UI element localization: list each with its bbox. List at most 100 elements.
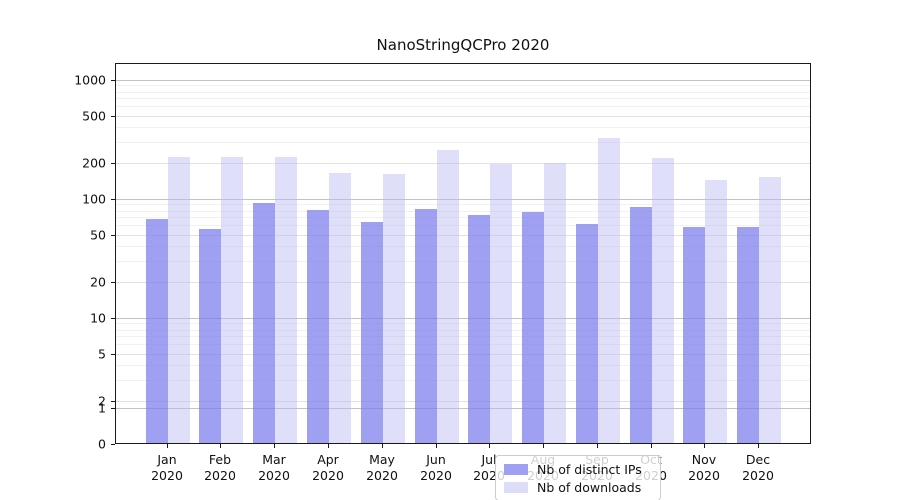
x-tick-mark (489, 444, 490, 448)
y-tick-label-500: 500 (82, 108, 106, 124)
x-tick-mark (328, 444, 329, 448)
bar-downloads-feb (221, 157, 243, 443)
chart-title: NanoStringQCPro 2020 (376, 36, 550, 54)
minor-gridline (116, 225, 810, 226)
y-tick-label-100: 100 (82, 191, 106, 207)
bar-distinct-ips-mar (253, 203, 275, 443)
minor-gridline (116, 246, 810, 247)
minor-gridline (116, 211, 810, 212)
x-tick-mark (651, 444, 652, 448)
minor-gridline (116, 261, 810, 262)
y-tick-label-1000: 1000 (74, 72, 106, 88)
minor-gridline (116, 336, 810, 337)
major-gridline (116, 163, 810, 164)
x-tick-label-may: May 2020 (366, 452, 398, 483)
y-tick-label-10: 10 (90, 310, 106, 326)
minor-gridline (116, 330, 810, 331)
legend-item-distinct-ips: Nb of distinct IPs (504, 461, 652, 478)
major-gridline (116, 199, 810, 200)
minor-gridline (116, 98, 810, 99)
bar-downloads-jul (490, 164, 512, 443)
bar-distinct-ips-may (361, 222, 383, 443)
minor-gridline (116, 217, 810, 218)
bar-distinct-ips-jan (146, 219, 168, 443)
minor-gridline (116, 127, 810, 128)
legend: Nb of distinct IPs Nb of downloads (495, 455, 661, 500)
x-tick-mark (597, 444, 598, 448)
minor-gridline (116, 344, 810, 345)
y-tick-mark (111, 318, 115, 319)
x-tick-mark (436, 444, 437, 448)
bar-distinct-ips-aug (522, 212, 544, 443)
y-tick-mark (111, 408, 115, 409)
bar-downloads-nov (705, 180, 727, 443)
legend-swatch-ips (504, 464, 528, 475)
bar-distinct-ips-oct (630, 207, 652, 443)
bar-downloads-may (383, 174, 405, 443)
legend-label-downloads: Nb of downloads (537, 480, 642, 495)
y-tick-label-200: 200 (82, 155, 106, 171)
minor-gridline (116, 323, 810, 324)
x-tick-label-jan: Jan 2020 (151, 452, 183, 483)
x-tick-mark (543, 444, 544, 448)
x-tick-label-nov: Nov 2020 (688, 452, 720, 483)
y-tick-label-2: 2 (98, 393, 106, 409)
minor-gridline (116, 106, 810, 107)
bar-downloads-aug (544, 163, 566, 443)
minor-gridline (116, 142, 810, 143)
x-tick-label-mar: Mar 2020 (258, 452, 290, 483)
x-tick-mark (167, 444, 168, 448)
y-tick-mark (111, 163, 115, 164)
bar-distinct-ips-jul (468, 215, 490, 443)
minor-gridline (116, 380, 810, 381)
major-gridline (116, 282, 810, 283)
bar-downloads-dec (759, 177, 781, 443)
x-tick-mark (274, 444, 275, 448)
x-tick-mark (382, 444, 383, 448)
y-tick-mark (111, 235, 115, 236)
bar-downloads-sep (598, 138, 620, 443)
minor-gridline (116, 365, 810, 366)
y-tick-mark (111, 199, 115, 200)
bar-downloads-mar (275, 157, 297, 443)
y-tick-label-0: 0 (98, 436, 106, 451)
y-tick-mark (111, 80, 115, 81)
y-tick-mark (111, 282, 115, 283)
x-tick-label-apr: Apr 2020 (312, 452, 344, 483)
bar-distinct-ips-apr (307, 210, 329, 443)
major-gridline (116, 408, 810, 409)
y-axis-labels: 1000 500 200 100 50 20 10 5 2 1 0 (0, 0, 106, 500)
bar-distinct-ips-dec (737, 227, 759, 443)
minor-gridline (116, 204, 810, 205)
x-tick-label-dec: Dec 2020 (742, 452, 774, 483)
y-tick-label-5: 5 (98, 346, 106, 362)
bar-downloads-jan (168, 157, 190, 443)
y-tick-mark (111, 354, 115, 355)
y-tick-mark (111, 401, 115, 402)
bar-distinct-ips-feb (199, 229, 221, 443)
bar-downloads-apr (329, 173, 351, 443)
plot-area: Nb of distinct IPs Nb of downloads (115, 63, 811, 500)
x-tick-mark (704, 444, 705, 448)
major-gridline (116, 235, 810, 236)
major-gridline (116, 401, 810, 402)
legend-swatch-downloads (504, 482, 528, 493)
x-tick-label-jun: Jun 2020 (420, 452, 452, 483)
x-tick-mark (758, 444, 759, 448)
legend-item-downloads: Nb of downloads (504, 479, 652, 496)
legend-label-distinct-ips: Nb of distinct IPs (537, 462, 642, 477)
y-tick-label-1: 1 (98, 400, 106, 416)
bar-distinct-ips-nov (683, 227, 705, 443)
y-tick-mark (111, 444, 115, 445)
major-gridline (116, 318, 810, 319)
bar-distinct-ips-sep (576, 224, 598, 443)
y-tick-label-20: 20 (90, 274, 106, 290)
bar-distinct-ips-jun (415, 209, 437, 443)
y-tick-label-50: 50 (90, 227, 106, 243)
minor-gridline (116, 92, 810, 93)
major-gridline (116, 116, 810, 117)
x-tick-label-feb: Feb 2020 (204, 452, 236, 483)
major-gridline (116, 80, 810, 81)
bar-downloads-jun (437, 150, 459, 443)
